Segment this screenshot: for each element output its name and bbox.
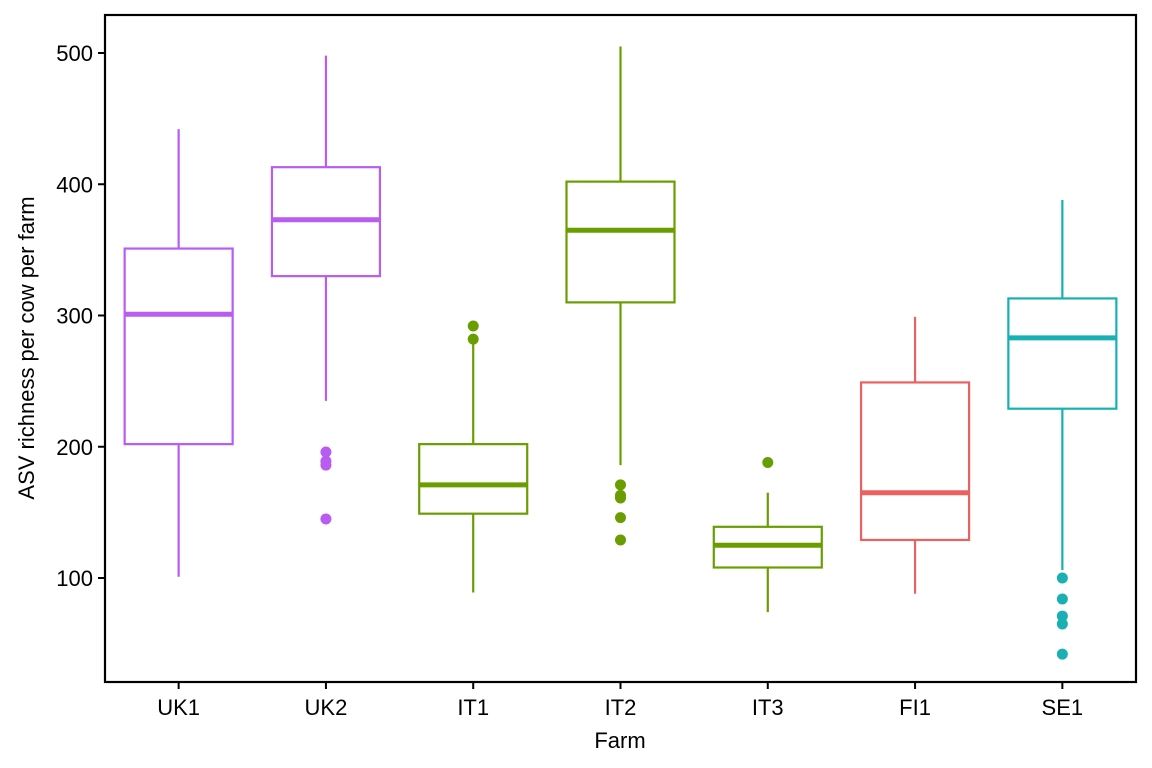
y-tick-label: 500 — [56, 41, 93, 66]
box-uk1 — [123, 129, 234, 577]
box-it2 — [565, 46, 676, 546]
outlier-point — [1056, 572, 1068, 584]
outlier-point — [1056, 618, 1068, 630]
x-tick-label: UK2 — [305, 695, 348, 720]
outlier-point — [320, 459, 332, 471]
iqr-box — [859, 381, 971, 542]
iqr-box — [565, 180, 676, 304]
outlier-point — [467, 320, 479, 332]
box-it1 — [418, 320, 529, 593]
iqr-box — [418, 443, 529, 515]
outlier-point — [1056, 593, 1068, 605]
iqr-box — [123, 247, 234, 446]
outlier-point — [1056, 610, 1068, 622]
outlier-point — [1056, 648, 1068, 660]
outlier-point — [467, 333, 479, 345]
x-tick-label: FI1 — [899, 695, 931, 720]
x-tick-label: IT1 — [457, 695, 489, 720]
y-tick-label: 100 — [56, 566, 93, 591]
y-axis-title: ASV richness per cow per farm — [14, 196, 39, 499]
outlier-point — [762, 457, 774, 468]
x-tick-label: IT2 — [605, 695, 637, 720]
box-uk2 — [270, 55, 382, 525]
box-fi1 — [859, 316, 971, 594]
x-tick-label: UK1 — [157, 695, 200, 720]
outlier-point — [615, 492, 626, 504]
outlier-point — [320, 446, 332, 458]
y-tick-label: 300 — [56, 304, 93, 329]
y-tick-label: 200 — [56, 435, 93, 460]
x-tick-label: SE1 — [1042, 695, 1084, 720]
box-it3 — [712, 457, 823, 613]
outlier-point — [320, 513, 332, 525]
x-axis: UK1 UK2 IT1 IT2 IT3 FI1 SE1 — [157, 682, 1083, 720]
y-tick-label: 400 — [56, 172, 93, 197]
box-series — [123, 46, 1118, 660]
x-tick-label: IT3 — [752, 695, 784, 720]
x-axis-title: Farm — [594, 728, 645, 753]
y-axis: 100 200 300 400 500 — [56, 41, 105, 591]
box-se1 — [1007, 200, 1118, 660]
outlier-point — [615, 534, 626, 546]
outlier-point — [615, 512, 626, 524]
outlier-point — [615, 479, 626, 491]
iqr-box — [1007, 297, 1118, 410]
